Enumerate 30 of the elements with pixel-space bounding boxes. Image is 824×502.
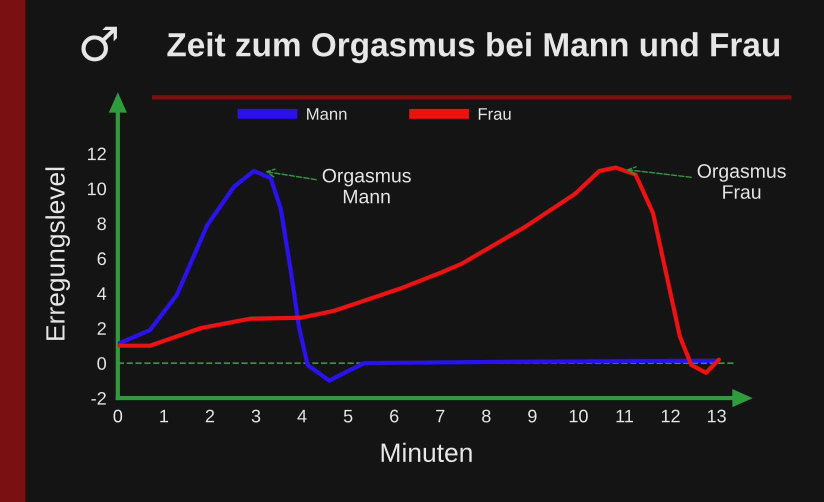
y-tick-label: 10: [88, 182, 106, 196]
y-tick-label: 0: [97, 357, 106, 370]
y-tick-label: 12: [88, 148, 106, 160]
x-tick-label: 13: [708, 410, 726, 422]
text: ♂: [81, 26, 117, 62]
y-tick-label: 6: [98, 252, 106, 266]
legend-label: Frau: [478, 108, 511, 120]
x-tick-label: 1: [160, 410, 168, 422]
annotation: Orgasmus Frau: [698, 164, 786, 199]
y-axis-title: Erregungslevel: [45, 168, 70, 340]
y-tick-label: -2: [91, 392, 106, 405]
x-tick-label: 12: [662, 410, 680, 422]
annotation: Orgasmus Mann: [322, 168, 411, 204]
y-tick-label: 2: [98, 322, 106, 335]
legend-label: Mann: [307, 108, 346, 120]
x-tick-label: 3: [252, 410, 260, 422]
x-tick-label: 11: [616, 410, 633, 422]
x-tick-label: 4: [297, 410, 307, 422]
chart-title: Zeit zum Orgasmus bei Mann und Frau: [167, 32, 780, 64]
x-tick-label: 6: [390, 410, 398, 422]
y-tick-label: 8: [97, 217, 106, 230]
x-tick-label: 5: [344, 410, 352, 422]
x-axis-title: Minuten: [382, 442, 472, 462]
x-tick-label: 0: [114, 410, 122, 422]
y-tick-label: 4: [97, 287, 106, 300]
x-tick-label: 2: [206, 410, 214, 422]
x-tick-label: 7: [436, 410, 444, 422]
x-tick-label: 8: [482, 410, 491, 422]
x-tick-label: 10: [570, 410, 588, 422]
x-tick-label: 9: [528, 410, 537, 422]
